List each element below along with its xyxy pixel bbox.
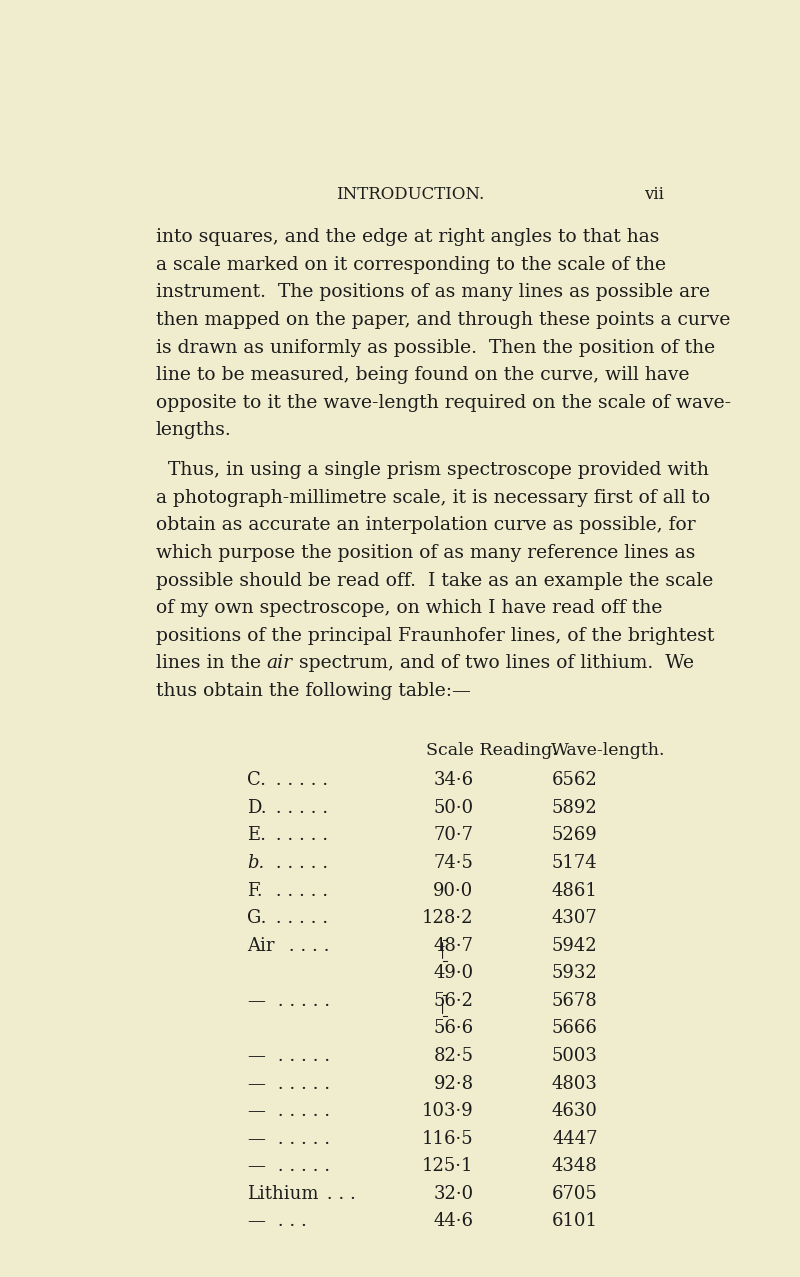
Text: . . .: . . . [321, 1185, 362, 1203]
Text: C.: C. [247, 771, 266, 789]
Text: 4630: 4630 [552, 1102, 598, 1120]
Text: 128·2: 128·2 [422, 909, 474, 927]
Text: 5892: 5892 [552, 799, 598, 817]
Text: . . . . .: . . . . . [272, 992, 336, 1010]
Text: 48·7: 48·7 [434, 937, 474, 955]
Text: b.: b. [247, 854, 265, 872]
Text: 5174: 5174 [552, 854, 598, 872]
Text: 56·6: 56·6 [434, 1019, 474, 1037]
Text: 82·5: 82·5 [434, 1047, 474, 1065]
Text: lines in the: lines in the [156, 654, 267, 672]
Text: 6705: 6705 [552, 1185, 598, 1203]
Text: is drawn as uniformly as possible.  Then the position of the: is drawn as uniformly as possible. Then … [156, 338, 715, 356]
Text: G.: G. [247, 909, 266, 927]
Text: into squares, and the edge at right angles to that has: into squares, and the edge at right angl… [156, 229, 659, 246]
Text: . . . . .: . . . . . [270, 826, 334, 844]
Text: INTRODUCTION.: INTRODUCTION. [336, 185, 484, 203]
Text: 32·0: 32·0 [434, 1185, 474, 1203]
Text: 56·2: 56·2 [434, 992, 474, 1010]
Text: —: — [247, 1074, 265, 1093]
Text: . . . . .: . . . . . [272, 1047, 336, 1065]
Text: . . . . .: . . . . . [272, 1157, 336, 1175]
Text: 5942: 5942 [552, 937, 598, 955]
Text: line to be measured, being found on the curve, will have: line to be measured, being found on the … [156, 366, 690, 384]
Text: 6101: 6101 [551, 1212, 598, 1231]
Text: . . . . .: . . . . . [272, 1130, 336, 1148]
Text: . . . . .: . . . . . [272, 1074, 336, 1093]
Text: . . . . .: . . . . . [270, 771, 334, 789]
Text: vii: vii [644, 185, 664, 203]
Text: 34·6: 34·6 [434, 771, 474, 789]
Text: 5678: 5678 [552, 992, 598, 1010]
Text: obtain as accurate an interpolation curve as possible, for: obtain as accurate an interpolation curv… [156, 516, 695, 534]
Text: then mapped on the paper, and through these points a curve: then mapped on the paper, and through th… [156, 312, 730, 329]
Text: 90·0: 90·0 [434, 881, 474, 899]
Text: F.: F. [247, 881, 263, 899]
Text: —: — [247, 1212, 265, 1231]
Text: 44·6: 44·6 [434, 1212, 474, 1231]
Text: —: — [247, 1157, 265, 1175]
Text: 4348: 4348 [552, 1157, 598, 1175]
Text: 92·8: 92·8 [434, 1074, 474, 1093]
Text: 6562: 6562 [552, 771, 598, 789]
Text: Wave-length.: Wave-length. [551, 742, 666, 760]
Text: a scale marked on it corresponding to the scale of the: a scale marked on it corresponding to th… [156, 255, 666, 273]
Text: Thus, in using a single prism spectroscope provided with: Thus, in using a single prism spectrosco… [156, 461, 709, 479]
Text: 50·0: 50·0 [434, 799, 474, 817]
Text: a photograph-millimetre scale, it is necessary first of all to: a photograph-millimetre scale, it is nec… [156, 489, 710, 507]
Text: . . . .: . . . . [283, 937, 335, 955]
Text: 5003: 5003 [552, 1047, 598, 1065]
Text: . . . . .: . . . . . [270, 799, 334, 817]
Text: . . . . .: . . . . . [270, 881, 334, 899]
Text: instrument.  The positions of as many lines as possible are: instrument. The positions of as many lin… [156, 283, 710, 301]
Text: 116·5: 116·5 [422, 1130, 474, 1148]
Text: 4803: 4803 [552, 1074, 598, 1093]
Text: E.: E. [247, 826, 266, 844]
Text: . . . . .: . . . . . [270, 909, 334, 927]
Text: positions of the principal Fraunhofer lines, of the brightest: positions of the principal Fraunhofer li… [156, 627, 714, 645]
Text: . . . . .: . . . . . [270, 854, 334, 872]
Text: 49·0: 49·0 [434, 964, 474, 982]
Text: 74·5: 74·5 [434, 854, 474, 872]
Text: of my own spectroscope, on which I have read off the: of my own spectroscope, on which I have … [156, 599, 662, 617]
Text: lengths.: lengths. [156, 421, 231, 439]
Text: 4447: 4447 [552, 1130, 598, 1148]
Text: . . .: . . . [272, 1212, 313, 1231]
Text: spectrum, and of two lines of lithium.  We: spectrum, and of two lines of lithium. W… [293, 654, 694, 672]
Text: which purpose the position of as many reference lines as: which purpose the position of as many re… [156, 544, 695, 562]
Text: 5666: 5666 [552, 1019, 598, 1037]
Text: —: — [247, 1102, 265, 1120]
Text: 4861: 4861 [552, 881, 598, 899]
Text: 5269: 5269 [552, 826, 598, 844]
Text: possible should be read off.  I take as an example the scale: possible should be read off. I take as a… [156, 572, 713, 590]
Text: D.: D. [247, 799, 267, 817]
Text: Scale Reading.: Scale Reading. [426, 742, 558, 760]
Text: 103·9: 103·9 [422, 1102, 474, 1120]
Text: 5932: 5932 [552, 964, 598, 982]
Text: Lithium: Lithium [247, 1185, 318, 1203]
Text: 70·7: 70·7 [434, 826, 474, 844]
Text: Air: Air [247, 937, 274, 955]
Text: air: air [267, 654, 293, 672]
Text: —: — [247, 1047, 265, 1065]
Text: 125·1: 125·1 [422, 1157, 474, 1175]
Text: . . . . .: . . . . . [272, 1102, 336, 1120]
Text: —: — [247, 992, 265, 1010]
Text: thus obtain the following table:—: thus obtain the following table:— [156, 682, 470, 700]
Text: 4307: 4307 [552, 909, 598, 927]
Text: —: — [247, 1130, 265, 1148]
Text: opposite to it the wave-length required on the scale of wave-: opposite to it the wave-length required … [156, 393, 731, 411]
